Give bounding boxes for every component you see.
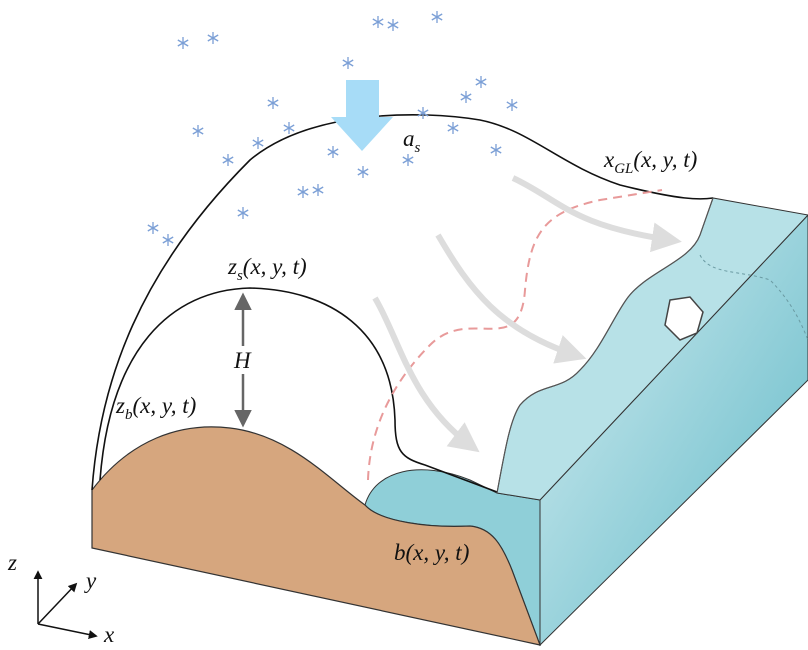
page: as xGL(x, y, t) zs(x, y, t) H zb(x, y, t… (0, 0, 808, 650)
base: x (603, 147, 615, 172)
y-axis (38, 584, 76, 624)
args: (x, y, t) (132, 393, 196, 418)
snowflake (253, 137, 263, 149)
base: z (227, 254, 237, 279)
ice-sheet-diagram: as xGL(x, y, t) zs(x, y, t) H zb(x, y, t… (0, 0, 808, 650)
y-axis-label: y (84, 568, 97, 593)
snowflake (193, 125, 203, 137)
base: a (403, 126, 415, 151)
snowflake (148, 222, 158, 234)
snowflake (507, 99, 517, 111)
snowflake (223, 154, 233, 166)
args: (x, y, t) (633, 147, 697, 172)
snowflake (284, 122, 294, 134)
snowflake (163, 234, 173, 246)
z-axis-label: z (7, 550, 17, 575)
sub: GL (614, 161, 633, 177)
snowflake (178, 37, 188, 49)
base: z (115, 393, 125, 418)
snowflake (476, 76, 486, 88)
sub: s (415, 140, 421, 156)
grounding-line-label: xGL(x, y, t) (603, 147, 697, 177)
x-axis-label: x (103, 622, 115, 647)
thickness-label: H (233, 348, 252, 373)
snowflake (373, 16, 383, 28)
snowflake (268, 97, 278, 109)
snowflake (208, 32, 218, 44)
snowflake (343, 57, 353, 69)
args: (x, y, t) (243, 254, 307, 279)
snowflake (461, 91, 471, 103)
x-axis (38, 624, 96, 636)
bathymetry-label: b(x, y, t) (394, 540, 469, 565)
snowflake (388, 19, 398, 31)
snowflake (432, 11, 442, 23)
